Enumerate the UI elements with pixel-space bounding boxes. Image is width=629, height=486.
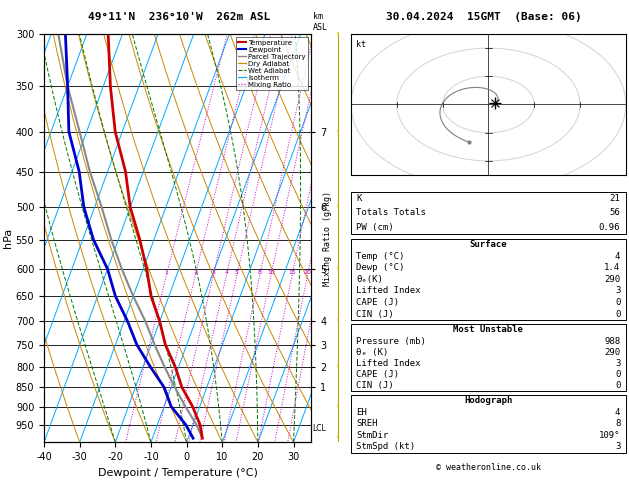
Text: 8: 8 bbox=[258, 270, 262, 275]
Text: θₑ (K): θₑ (K) bbox=[357, 347, 389, 357]
Text: StmSpd (kt): StmSpd (kt) bbox=[357, 442, 416, 451]
Text: 2: 2 bbox=[194, 270, 198, 275]
Text: •: • bbox=[336, 403, 340, 410]
Text: 290: 290 bbox=[604, 275, 620, 284]
Text: •: • bbox=[336, 266, 340, 272]
Text: 56: 56 bbox=[610, 208, 620, 217]
Text: 290: 290 bbox=[604, 347, 620, 357]
Text: 15: 15 bbox=[288, 270, 296, 275]
Text: 4: 4 bbox=[615, 252, 620, 260]
Text: Dewp (°C): Dewp (°C) bbox=[357, 263, 405, 272]
Text: •: • bbox=[336, 364, 340, 369]
Text: Lifted Index: Lifted Index bbox=[357, 359, 421, 367]
Text: •: • bbox=[336, 31, 340, 37]
Bar bbox=[351, 325, 626, 391]
Text: 0: 0 bbox=[615, 298, 620, 307]
Text: 988: 988 bbox=[604, 336, 620, 346]
Bar bbox=[351, 192, 626, 234]
Text: Surface: Surface bbox=[470, 240, 507, 249]
Text: StmDir: StmDir bbox=[357, 431, 389, 440]
Legend: Temperature, Dewpoint, Parcel Trajectory, Dry Adiabat, Wet Adiabat, Isotherm, Mi: Temperature, Dewpoint, Parcel Trajectory… bbox=[236, 37, 308, 90]
Text: 1.4: 1.4 bbox=[604, 263, 620, 272]
Text: 0: 0 bbox=[615, 370, 620, 379]
Text: Pressure (mb): Pressure (mb) bbox=[357, 336, 426, 346]
Bar bbox=[351, 239, 626, 320]
Text: km
ASL: km ASL bbox=[313, 12, 328, 32]
Text: Mixing Ratio (g/kg): Mixing Ratio (g/kg) bbox=[323, 191, 331, 286]
Text: Temp (°C): Temp (°C) bbox=[357, 252, 405, 260]
Text: Lifted Index: Lifted Index bbox=[357, 286, 421, 295]
Text: 109°: 109° bbox=[599, 431, 620, 440]
Text: CAPE (J): CAPE (J) bbox=[357, 298, 399, 307]
Bar bbox=[351, 395, 626, 452]
Text: 20: 20 bbox=[304, 270, 311, 275]
Text: Most Unstable: Most Unstable bbox=[454, 326, 523, 334]
Text: •: • bbox=[336, 204, 340, 210]
Text: 4: 4 bbox=[615, 408, 620, 417]
Text: 8: 8 bbox=[615, 419, 620, 428]
Text: 0: 0 bbox=[615, 381, 620, 390]
Text: 3: 3 bbox=[615, 359, 620, 367]
Text: 30.04.2024  15GMT  (Base: 06): 30.04.2024 15GMT (Base: 06) bbox=[386, 12, 582, 22]
Text: θₑ(K): θₑ(K) bbox=[357, 275, 383, 284]
Text: •: • bbox=[336, 129, 340, 135]
Text: 21: 21 bbox=[610, 194, 620, 204]
Text: 0.96: 0.96 bbox=[599, 223, 620, 231]
Text: •: • bbox=[336, 435, 340, 441]
Text: 5: 5 bbox=[235, 270, 239, 275]
Text: 3: 3 bbox=[615, 286, 620, 295]
Text: •: • bbox=[336, 318, 340, 324]
Text: CAPE (J): CAPE (J) bbox=[357, 370, 399, 379]
Text: K: K bbox=[357, 194, 362, 204]
Text: 10: 10 bbox=[267, 270, 275, 275]
Text: 3: 3 bbox=[615, 442, 620, 451]
Y-axis label: hPa: hPa bbox=[3, 228, 13, 248]
Text: CIN (J): CIN (J) bbox=[357, 381, 394, 390]
Text: CIN (J): CIN (J) bbox=[357, 310, 394, 319]
Text: PW (cm): PW (cm) bbox=[357, 223, 394, 231]
Text: LCL: LCL bbox=[313, 424, 326, 433]
Text: Totals Totals: Totals Totals bbox=[357, 208, 426, 217]
Text: 4: 4 bbox=[225, 270, 228, 275]
Text: kt: kt bbox=[355, 40, 365, 49]
Text: Hodograph: Hodograph bbox=[464, 397, 513, 405]
Text: 3: 3 bbox=[211, 270, 215, 275]
Text: © weatheronline.co.uk: © weatheronline.co.uk bbox=[436, 463, 541, 472]
Text: EH: EH bbox=[357, 408, 367, 417]
Text: 1: 1 bbox=[165, 270, 169, 275]
Text: 49°11'N  236°10'W  262m ASL: 49°11'N 236°10'W 262m ASL bbox=[88, 12, 270, 22]
Text: 0: 0 bbox=[615, 310, 620, 319]
X-axis label: Dewpoint / Temperature (°C): Dewpoint / Temperature (°C) bbox=[97, 468, 258, 478]
Text: SREH: SREH bbox=[357, 419, 378, 428]
